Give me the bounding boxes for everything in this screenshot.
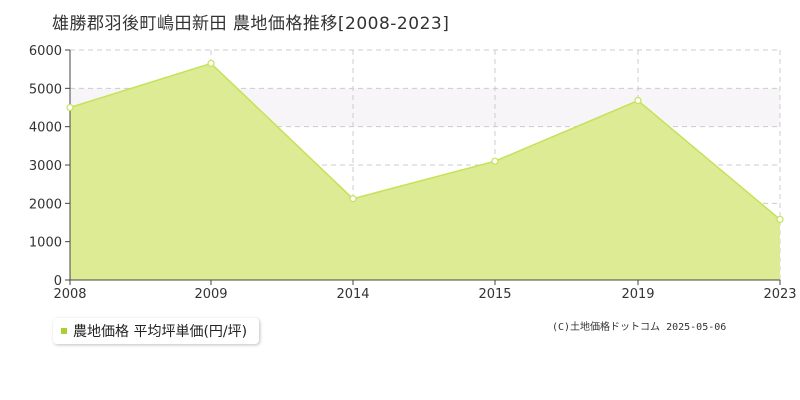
y-tick-label-6000: 6000 bbox=[29, 44, 62, 59]
tick-labels-layer: 0 1000 2000 3000 4000 5000 6000 2008 2009 2014 201… bbox=[29, 44, 797, 302]
x-tick-label-2019: 2019 bbox=[621, 287, 654, 302]
series-area bbox=[70, 63, 780, 280]
data-point-2009 bbox=[207, 59, 215, 68]
chart-title: 雄勝郡羽後町嶋田新田 農地価格推移[2008-2023] bbox=[52, 14, 450, 34]
data-point-2023 bbox=[776, 215, 784, 224]
data-point-2019 bbox=[634, 96, 642, 105]
x-tick-label-2014: 2014 bbox=[336, 287, 369, 302]
legend-label: 農地価格 平均坪単価(円/坪) bbox=[73, 324, 248, 340]
legend: 農地価格 平均坪単価(円/坪) bbox=[53, 318, 260, 344]
y-tick-label-2000: 2000 bbox=[29, 197, 62, 212]
y-tick-label-4000: 4000 bbox=[29, 121, 62, 136]
y-tick-label-3000: 3000 bbox=[29, 159, 62, 174]
axes-layer bbox=[65, 49, 781, 285]
area-layer bbox=[69, 62, 781, 280]
y-tick-label-5000: 5000 bbox=[29, 82, 62, 97]
y-tick-label-0: 0 bbox=[54, 274, 62, 289]
x-tick-label-2023: 2023 bbox=[763, 287, 796, 302]
x-tick-label-2015: 2015 bbox=[478, 287, 511, 302]
legend-marker bbox=[61, 328, 67, 334]
data-point-2015 bbox=[491, 157, 499, 165]
series-line bbox=[69, 62, 781, 221]
points-layer bbox=[66, 59, 784, 224]
y-tick-label-1000: 1000 bbox=[29, 236, 62, 251]
data-point-2008 bbox=[66, 103, 74, 112]
copyright-credit: (C)土地価格ドットコム 2025-05-06 bbox=[552, 322, 727, 333]
data-point-2014 bbox=[349, 195, 357, 203]
x-tick-label-2008: 2008 bbox=[53, 287, 86, 302]
x-tick-label-2009: 2009 bbox=[194, 287, 227, 302]
